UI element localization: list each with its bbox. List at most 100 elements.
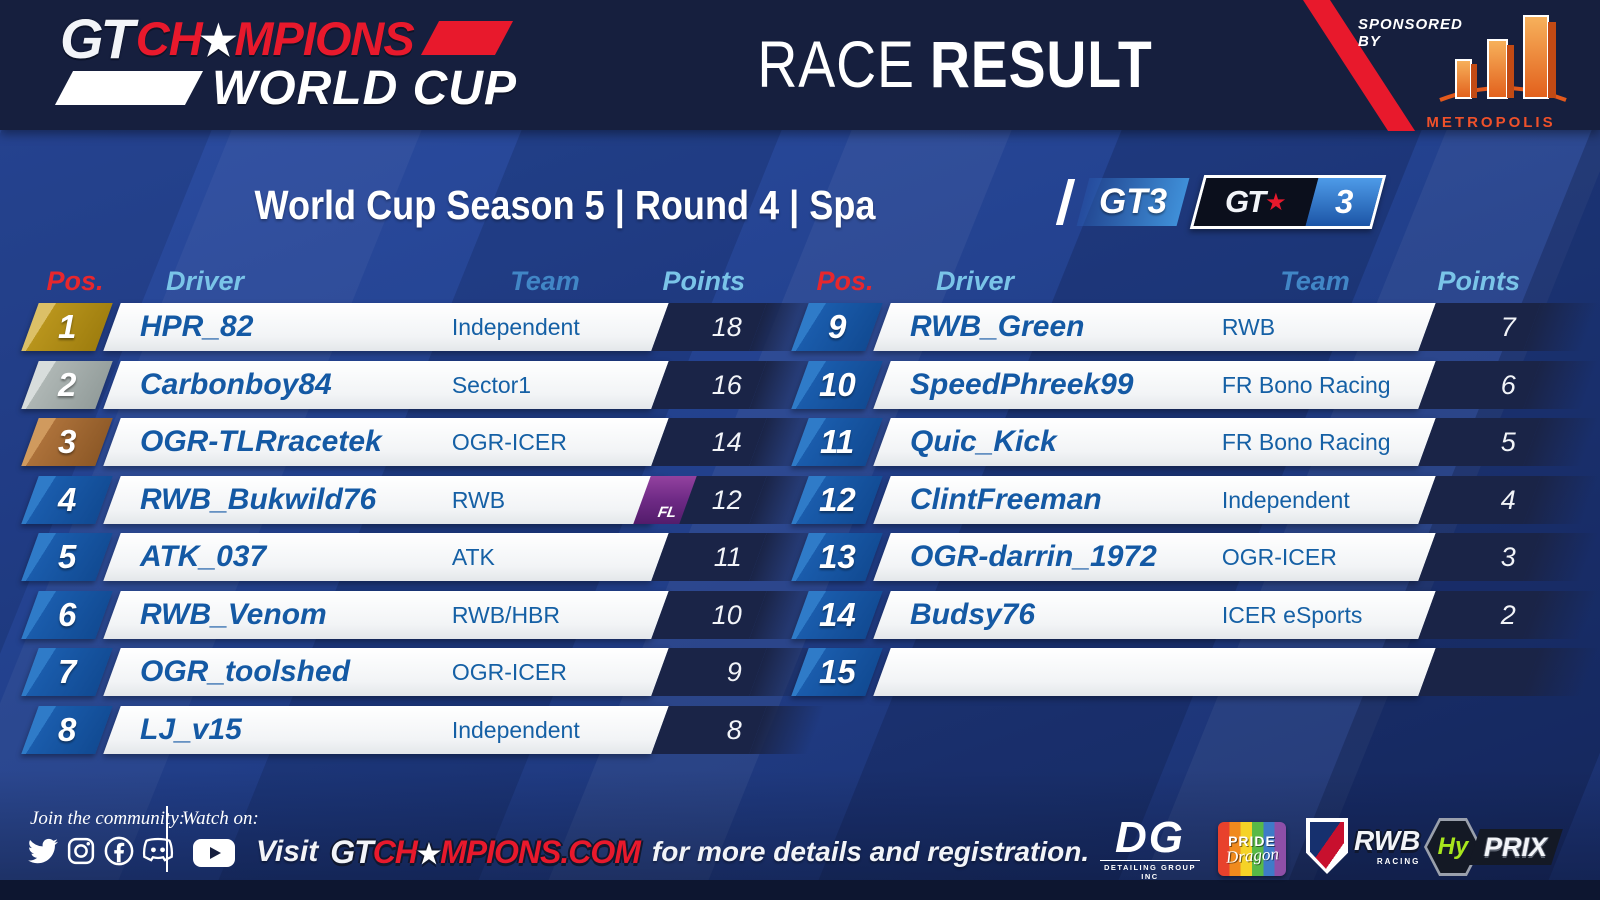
position-number: 8 [57, 710, 77, 748]
metropolis-logo-icon [1438, 4, 1568, 112]
position-number: 7 [57, 653, 77, 690]
position-badge: 15 [791, 648, 883, 696]
right-header-team: Team [1280, 266, 1350, 296]
driver-name: RWB_Bukwild76 [140, 482, 377, 516]
table-row: 15 [791, 648, 1600, 696]
points-value: 18 [711, 311, 742, 342]
points-value: 8 [726, 714, 742, 744]
pride-text: PRIDE [1228, 832, 1276, 849]
points-panel: 6 [1418, 360, 1541, 409]
table-row: 3 OGR-TLRracetek OGR-ICER 14 [21, 418, 825, 466]
points-value: 5 [1500, 426, 1516, 457]
driver-name: OGR_toolshed [140, 655, 351, 688]
team-name: OGR-ICER [1222, 543, 1337, 570]
row-body: RWB_Venom RWB/HBR [103, 590, 669, 639]
table-row: 1 HPR_82 Independent 18 [21, 303, 825, 351]
row-body: OGR_toolshed OGR-ICER [103, 648, 669, 696]
rwb-shield-icon [1306, 818, 1348, 874]
table-row: 13 OGR-darrin_1972 OGR-ICER 3 [791, 533, 1600, 581]
position-number: 15 [818, 653, 856, 690]
points-value: 7 [1500, 311, 1516, 342]
points-value: 14 [711, 426, 742, 457]
site-wordmark[interactable]: GTCH★MPIONS.COM [330, 833, 641, 870]
team-name: ATK [452, 543, 496, 570]
position-badge: 4 [21, 475, 113, 524]
gt3-badge-left: GT ★ [1193, 178, 1319, 226]
points-panel: 10 [651, 590, 767, 639]
position-number: 12 [818, 480, 856, 518]
table-row: 8 LJ_v15 Independent 8 [21, 705, 825, 754]
youtube-icon[interactable] [192, 838, 236, 868]
gt3-badge-right: 3 [1305, 178, 1383, 226]
driver-name: Budsy76 [910, 597, 1036, 631]
table-row: 14 Budsy76 ICER eSports 2 [791, 590, 1600, 639]
row-body: OGR-TLRracetek OGR-ICER [103, 418, 669, 466]
table-row: 6 RWB_Venom RWB/HBR 10 [21, 590, 825, 639]
left-header-pos: Pos. [46, 266, 104, 296]
row-body: ATK_037 ATK [103, 533, 669, 581]
facebook-icon[interactable] [104, 836, 134, 866]
points-value: 3 [1500, 541, 1516, 572]
hyprix-hy-text: Hy [1437, 833, 1469, 860]
visit-message: Visit GTCH★MPIONS.COM for more details a… [256, 830, 1089, 874]
fastest-lap-label: FL [655, 503, 680, 521]
right-header-points: Points [1437, 266, 1520, 296]
row-body: LJ_v15 Independent [103, 705, 669, 754]
table-row: 5 ATK_037 ATK 11 [21, 533, 825, 581]
dg-wordmark: DG [1115, 813, 1185, 862]
table-row: 7 OGR_toolshed OGR-ICER 9 [21, 648, 825, 696]
points-panel: 3 [1418, 533, 1541, 581]
gt3-badge-gt-text: GT [1225, 184, 1265, 219]
points-panel: 7 [1418, 303, 1541, 351]
points-panel: 9 [651, 648, 767, 696]
driver-name: ATK_037 [140, 540, 267, 573]
table-row: 9 RWB_Green RWB 7 [791, 303, 1600, 351]
position-badge: 8 [21, 705, 113, 754]
position-number: 3 [57, 423, 77, 460]
twitter-icon[interactable] [28, 836, 58, 866]
driver-name: RWB_Green [910, 310, 1085, 343]
instagram-icon[interactable] [66, 836, 96, 866]
logo-red-parallelogram [420, 21, 513, 55]
position-badge: 13 [791, 533, 883, 581]
driver-name: Carbonboy84 [140, 367, 332, 401]
position-badge: 14 [791, 590, 883, 639]
position-number: 5 [57, 538, 77, 575]
discord-icon[interactable] [142, 836, 174, 866]
position-badge: 9 [791, 303, 883, 351]
position-number: 14 [818, 595, 856, 633]
team-name: FR Bono Racing [1222, 428, 1391, 455]
driver-name: RWB_Venom [140, 597, 327, 631]
hyprix-prix-wrap: PRIX [1474, 829, 1557, 865]
points-panel: 8 [651, 705, 767, 754]
rwb-caption: RACING [1376, 856, 1421, 866]
team-name: ICER eSports [1222, 601, 1363, 627]
points-value: 10 [711, 599, 742, 629]
social-icons-row [28, 836, 174, 866]
hyprix-sponsor-logo: Hy PRIX [1424, 818, 1557, 876]
position-number: 6 [57, 595, 77, 633]
table-row: 10 SpeedPhreek99 FR Bono Racing 6 [791, 360, 1600, 409]
position-number: 2 [57, 365, 77, 403]
team-name: RWB [452, 486, 506, 512]
points-panel: 5 [1418, 418, 1541, 466]
dg-sponsor-logo: DG DETAILING GROUP INC [1100, 813, 1200, 881]
position-badge: 1 [21, 303, 113, 351]
right-header-pos: Pos. [816, 266, 874, 296]
row-body: HPR_82 Independent [103, 303, 669, 351]
visit-prefix: Visit [256, 835, 319, 868]
points-panel: 2 [1418, 590, 1541, 639]
position-badge: 2 [21, 360, 113, 409]
position-badge: 5 [21, 533, 113, 581]
points-value: 16 [711, 369, 742, 399]
driver-name: LJ_v15 [140, 712, 242, 746]
position-number: 10 [818, 365, 856, 403]
points-panel: 14 [651, 418, 767, 466]
title-race: RACE [757, 27, 915, 101]
driver-name: ClintFreeman [910, 482, 1102, 516]
driver-name: HPR_82 [140, 310, 254, 343]
points-value: 2 [1500, 599, 1516, 629]
gt3-badge: GT ★ 3 [1189, 175, 1387, 229]
rwb-wordmark: RWB [1354, 824, 1421, 856]
sponsored-by-label: SPONSORED BY [1358, 16, 1463, 50]
